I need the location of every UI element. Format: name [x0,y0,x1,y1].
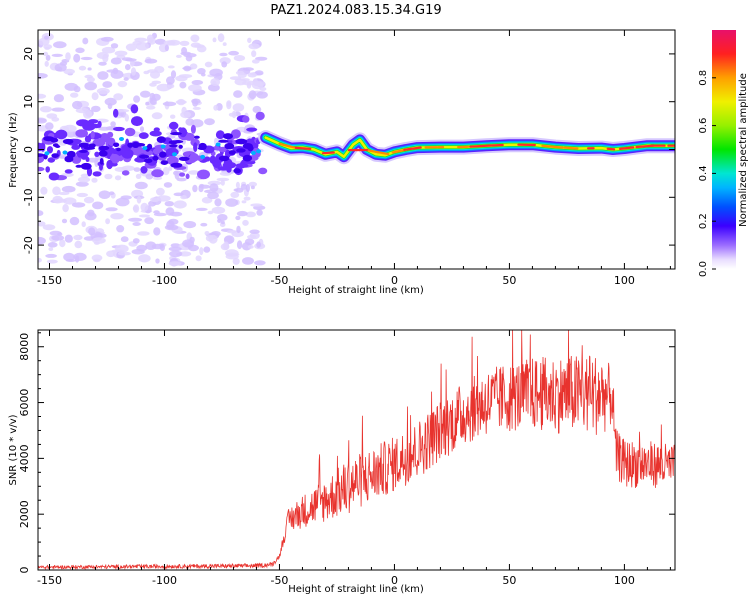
spectrogram-signal-ridge [258,130,675,165]
spectrogram-y-label: Frequency (Hz) [8,112,19,188]
ridge-hot-segment [541,144,564,149]
y-tick-label: -10 [22,188,35,206]
x-tick-label: 100 [614,574,635,587]
snr-y-ticks: 0 2000 4000 6000 8000 [18,332,675,574]
x-tick-label: -150 [37,574,62,587]
x-tick-label: -50 [270,574,288,587]
colorbar-tick-label: 0.4 [698,165,709,181]
spectrogram-x-label: Height of straight line (km) [288,285,424,296]
y-tick-label: 8000 [18,333,31,361]
ridge-hot-segment [367,149,390,156]
ridge-hot-segment [606,147,616,151]
colorbar-ticks: 0.0 0.2 0.4 0.6 0.8 [698,70,716,277]
colorbar-tick-label: 0.2 [698,213,709,229]
x-tick-label: -100 [152,574,177,587]
colorbar-tick-label: 0.0 [698,261,709,277]
ridge-hot-segment [403,146,422,151]
x-tick-label: 50 [502,574,516,587]
y-tick-label: 2000 [18,500,31,528]
spectrogram-y-ticks: -20 -10 0 10 20 [22,29,675,270]
colorbar-label: Normalized spectral amplitude [738,73,749,227]
y-tick-label: 0 [22,146,35,153]
snr-background [38,330,675,570]
y-tick-label: 20 [22,47,35,61]
snr-series-line [38,330,675,570]
colorbar-gradient [712,30,736,269]
snr-x-ticks: -150 -100 -50 0 50 100 [37,330,671,587]
ridge-hot-segment [490,143,504,147]
ridge-hot-segment [563,146,579,150]
y-tick-label: 4000 [18,444,31,472]
x-tick-label: 0 [391,274,398,287]
x-tick-label: 0 [391,574,398,587]
y-tick-label: 10 [22,95,35,109]
colorbar-tick-label: 0.8 [698,70,709,86]
y-tick-label: 6000 [18,389,31,417]
snr-frame [37,329,676,571]
x-tick-label: 100 [614,274,635,287]
colorbar-tick-label: 0.6 [698,118,709,134]
colorbar: 0.0 0.2 0.4 0.6 0.8 Normalized spectral ampl… [698,30,749,277]
x-tick-label: 50 [502,274,516,287]
ridge-hot-segment [278,142,298,149]
ridge-hot-segment [321,151,335,155]
x-tick-label: -150 [37,274,62,287]
spectrogram-x-ticks: -150 -100 -50 0 50 100 [37,30,671,287]
ridge-hot-segment [618,146,635,150]
ridge-hot-segment [469,144,492,148]
snr-panel: -150 -100 -50 0 50 100 0 2000 4000 6000 8000 Heig… [8,329,676,595]
y-tick-label: 0 [18,567,31,574]
snr-y-label: SNR (10 * v/v) [8,414,19,485]
figure-title: PAZ1.2024.083.15.34.G19 [270,3,441,18]
x-tick-label: -100 [152,274,177,287]
x-tick-label: -50 [270,274,288,287]
spectrogram-noise-blobs [38,32,268,267]
y-tick-label: -20 [22,236,35,254]
ridge-hot-segment [294,146,312,150]
snr-x-label: Height of straight line (km) [288,584,424,595]
